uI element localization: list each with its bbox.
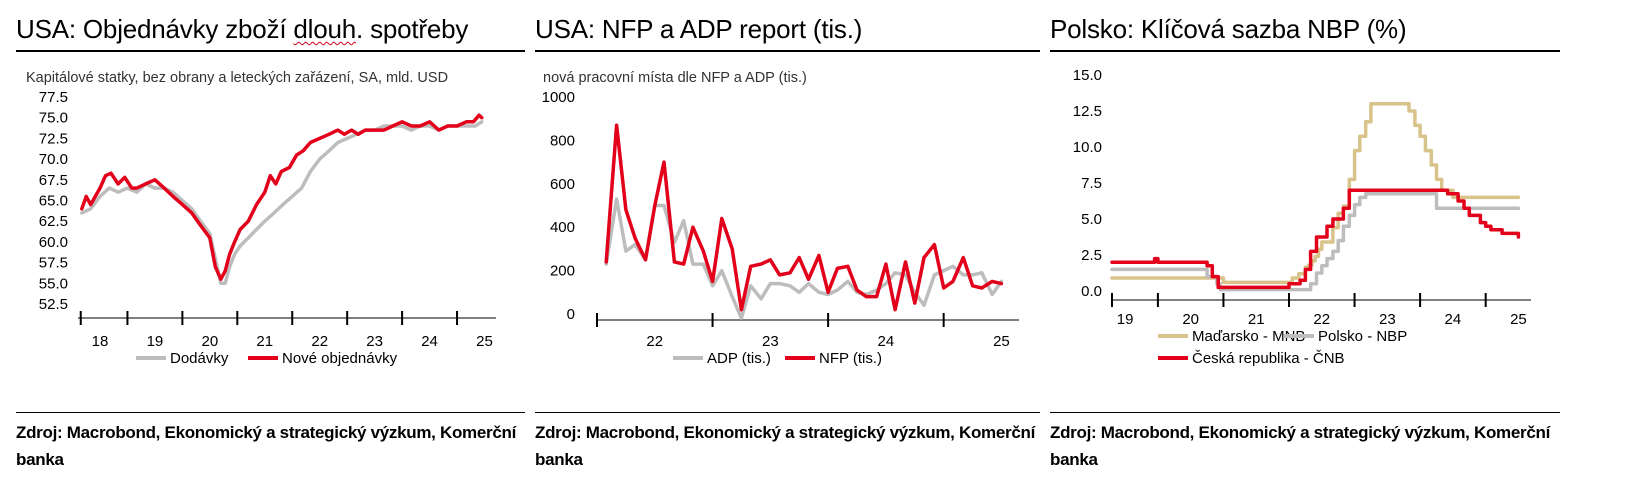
source-note: Zdroj: Macrobond, Ekonomický a strategic… xyxy=(1050,423,1550,469)
source-rule xyxy=(16,412,525,413)
y-tick-label: 600 xyxy=(550,176,575,193)
x-tick-label: 24 xyxy=(1445,311,1462,328)
y-tick-label: 12.5 xyxy=(1073,103,1102,120)
y-tick-label: 2.5 xyxy=(1081,247,1102,264)
legend-label: Nové objednávky xyxy=(282,350,398,367)
x-tick-label: 21 xyxy=(256,333,273,350)
x-tick-label: 22 xyxy=(1313,311,1330,328)
y-tick-label: 5.0 xyxy=(1081,211,1102,228)
x-axis: 19 20 21 22 23 24 25 xyxy=(1111,293,1531,328)
x-axis: 22 23 24 25 xyxy=(596,313,1019,350)
series-line-2 xyxy=(1110,192,1521,292)
y-tick-label: 62.5 xyxy=(39,213,68,230)
x-tick-label: 24 xyxy=(421,333,438,350)
legend: Dodávky Nové objednávky xyxy=(136,350,398,367)
x-tick-label: 23 xyxy=(366,333,383,350)
y-tick-label: 10.0 xyxy=(1073,139,1102,156)
series-line-2 xyxy=(80,113,484,281)
legend-label: NFP (tis.) xyxy=(819,350,882,367)
x-tick-label: 25 xyxy=(993,333,1010,350)
title-rule xyxy=(535,50,1040,52)
series-line-3 xyxy=(1110,188,1521,290)
legend-label: Maďarsko - MNB xyxy=(1192,328,1305,345)
legend-label: Česká republika - ČNB xyxy=(1192,350,1345,367)
series-group xyxy=(604,123,1004,320)
y-tick-label: 200 xyxy=(550,263,575,280)
legend: Maďarsko - MNB Polsko - NBP Česká republik… xyxy=(1158,328,1407,367)
y-tick-label: 55.0 xyxy=(39,275,68,292)
x-tick-label: 19 xyxy=(1117,311,1134,328)
panel-nfp-adp: USA: NFP a ADP report (tis.) nová pracov… xyxy=(535,0,1040,478)
legend: ADP (tis.) NFP (tis.) xyxy=(673,350,882,367)
x-tick-label: 20 xyxy=(1182,311,1199,328)
series-line-1 xyxy=(80,120,484,286)
y-axis-labels: 15.0 12.5 10.0 7.5 5.0 2.5 0.0 xyxy=(1073,67,1102,300)
chart-subtitle: nová pracovní místa dle NFP a ADP (tis.) xyxy=(543,70,807,86)
y-tick-label: 0.0 xyxy=(1081,283,1102,300)
chart-title-policy-rates: Polsko: Klíčová sazba NBP (%) xyxy=(1050,14,1407,44)
chart-policy-rates: 15.0 12.5 10.0 7.5 5.0 2.5 0.0 19 20 21 22 23 24 25 Ma… xyxy=(1073,67,1531,367)
chart-subtitle: Kapitálové statky, bez obrany a leteckýc… xyxy=(26,70,449,86)
x-tick-label: 18 xyxy=(92,333,109,350)
y-tick-label: 15.0 xyxy=(1073,67,1102,84)
y-tick-label: 60.0 xyxy=(39,234,68,251)
y-axis-labels: 1000 800 600 400 200 0 xyxy=(542,89,575,323)
legend-label: ADP (tis.) xyxy=(707,350,771,367)
x-tick-label: 21 xyxy=(1248,311,1265,328)
chart-durable-goods: 77.5 75.0 72.5 70.0 67.5 65.0 62.5 60.0 57.5 55.0… xyxy=(39,89,496,367)
source-rule xyxy=(535,412,1040,413)
x-axis: 18 19 20 21 22 23 24 25 xyxy=(78,311,496,350)
title-rule xyxy=(16,50,525,52)
x-tick-label: 19 xyxy=(147,333,164,350)
chart-title-durable-goods: USA: Objednávky zboží dlouh. spotřeby xyxy=(16,14,469,44)
y-axis-labels: 77.5 75.0 72.5 70.0 67.5 65.0 62.5 60.0 57.5 55.0… xyxy=(39,89,68,313)
y-tick-label: 7.5 xyxy=(1081,175,1102,192)
legend-label: Dodávky xyxy=(170,350,229,367)
x-tick-label: 20 xyxy=(201,333,218,350)
legend-label: Polsko - NBP xyxy=(1318,328,1407,345)
y-tick-label: 1000 xyxy=(542,89,575,106)
source-note: Zdroj: Macrobond, Ekonomický a strategic… xyxy=(16,423,516,469)
x-tick-label: 22 xyxy=(311,333,328,350)
x-tick-label: 23 xyxy=(1379,311,1396,328)
panel-policy-rates: Polsko: Klíčová sazba NBP (%) 15.0 12.5 10… xyxy=(1050,0,1560,478)
series-group xyxy=(1110,102,1521,292)
series-group xyxy=(80,113,484,286)
title-rule xyxy=(1050,50,1560,52)
chart-nfp-adp: 1000 800 600 400 200 0 22 23 24 25 ADP (tis.) NFP (… xyxy=(542,89,1019,367)
y-tick-label: 65.0 xyxy=(39,193,68,210)
series-line-2 xyxy=(604,123,1004,312)
y-tick-label: 0 xyxy=(567,306,575,323)
y-tick-label: 77.5 xyxy=(39,89,68,106)
source-note: Zdroj: Macrobond, Ekonomický a strategic… xyxy=(535,423,1035,469)
y-tick-label: 800 xyxy=(550,132,575,149)
y-tick-label: 57.5 xyxy=(39,255,68,272)
series-line-1 xyxy=(604,197,1004,320)
x-tick-label: 25 xyxy=(476,333,493,350)
y-tick-label: 400 xyxy=(550,219,575,236)
x-tick-label: 24 xyxy=(878,333,895,350)
y-tick-label: 70.0 xyxy=(39,151,68,168)
y-tick-label: 67.5 xyxy=(39,172,68,189)
series-line-1 xyxy=(1110,102,1521,285)
y-tick-label: 72.5 xyxy=(39,130,68,147)
source-rule xyxy=(1050,412,1560,413)
x-tick-label: 22 xyxy=(646,333,663,350)
y-tick-label: 75.0 xyxy=(39,110,68,127)
y-tick-label: 52.5 xyxy=(39,296,68,313)
panel-durable-goods: USA: Objednávky zboží dlouh. spotřeby Ka… xyxy=(16,0,525,478)
chart-title-nfp-adp: USA: NFP a ADP report (tis.) xyxy=(535,14,863,44)
x-tick-label: 23 xyxy=(762,333,779,350)
x-tick-label: 25 xyxy=(1510,311,1527,328)
